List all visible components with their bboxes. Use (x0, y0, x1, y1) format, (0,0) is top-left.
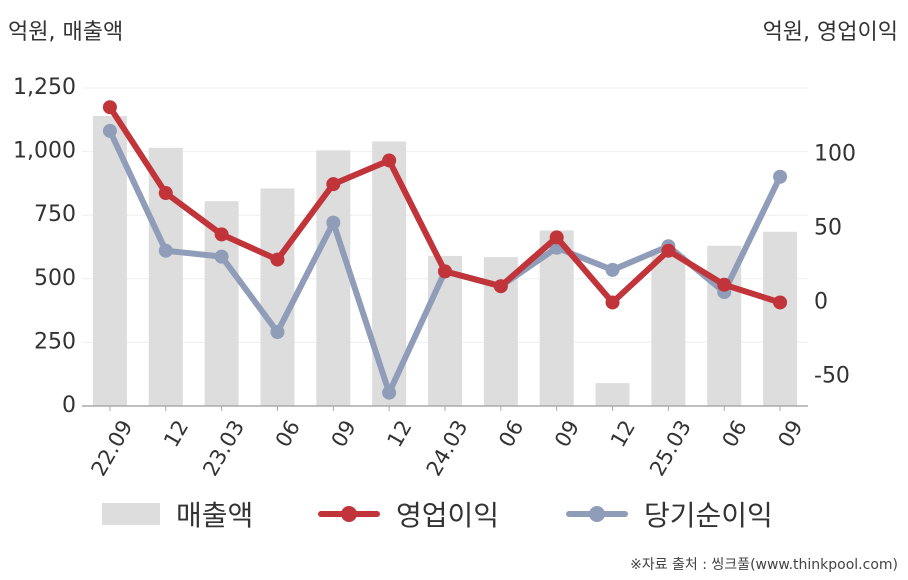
net-income-point (214, 249, 229, 264)
operating-profit-swatch (318, 503, 380, 525)
right-tick-label: 50 (814, 216, 842, 241)
operating-profit-point (270, 252, 285, 267)
net-income-point (773, 169, 788, 184)
x-tick-label: 09 (773, 416, 807, 451)
right-tick-label: 100 (814, 142, 856, 167)
left-tick-label: 250 (34, 329, 76, 354)
legend-label-net-income: 당기순이익 (644, 499, 773, 532)
revenue-bar (428, 255, 462, 406)
revenue-bar (260, 188, 295, 406)
net-income-point (158, 243, 173, 258)
operating-profit-point (717, 277, 732, 292)
net-income-point (102, 123, 117, 138)
x-tick-label: 09 (327, 416, 361, 451)
gridlines (82, 87, 808, 343)
source-note: ※자료 출처 : 씽크풀(www.thinkpool.com) (630, 557, 898, 573)
operating-profit-point (773, 295, 788, 310)
net-income-point (326, 215, 341, 230)
net-income-point (382, 385, 397, 400)
operating-profit-point (661, 243, 676, 258)
x-tick-label: 12 (606, 416, 640, 451)
revenue-bar (763, 231, 798, 406)
x-tick-label: 12 (382, 416, 416, 451)
revenue-bars (92, 115, 798, 406)
net-income-point (605, 262, 620, 277)
right-tick-label: -50 (814, 363, 850, 388)
right-axis-unit: 억원, 영업이익 (762, 20, 898, 45)
legend: 매출액 영업이익 당기순이익 (0, 492, 908, 536)
operating-profit-point (214, 227, 229, 242)
operating-profit-point (102, 100, 117, 115)
x-tick-label: 06 (718, 416, 752, 451)
operating-profit-point (382, 153, 397, 168)
x-tick-label: 25.03 (645, 416, 696, 480)
x-tick-label: 06 (271, 416, 305, 451)
series-lines (102, 100, 788, 400)
x-tick-label: 06 (494, 416, 528, 451)
operating-profit-point (493, 279, 508, 294)
revenue-bar (651, 254, 686, 406)
left-tick-label: 1,250 (13, 75, 76, 100)
left-tick-label: 750 (34, 202, 76, 227)
net-income-point (270, 325, 285, 340)
revenue-bar (316, 150, 351, 406)
operating-profit-point (438, 264, 452, 279)
x-tick-label: 22.09 (87, 416, 138, 480)
left-tick-label: 1,000 (13, 139, 76, 164)
legend-item-operating-profit: 영업이익 (318, 492, 499, 536)
left-axis-unit: 억원, 매출액 (8, 20, 124, 45)
x-tick-label: 23.03 (198, 416, 249, 480)
operating-profit-point (605, 295, 620, 310)
net-income-swatch (566, 503, 628, 525)
x-tick-label: 24.03 (422, 416, 473, 480)
operating-profit-point (326, 177, 341, 192)
revenue-bar (92, 115, 127, 406)
legend-item-revenue: 매출액 (102, 492, 253, 536)
legend-label-revenue: 매출액 (176, 499, 254, 532)
operating-profit-point (549, 230, 564, 245)
left-tick-label: 0 (62, 393, 76, 418)
revenue-bar (539, 230, 574, 406)
x-tick-label: 09 (550, 416, 584, 451)
legend-label-operating-profit: 영업이익 (396, 499, 500, 532)
legend-item-net-income: 당기순이익 (566, 492, 773, 536)
revenue-swatch (102, 503, 160, 525)
revenue-bar (595, 383, 630, 406)
operating-profit-point (158, 186, 173, 201)
x-tick-label: 12 (159, 416, 193, 451)
right-tick-label: 0 (814, 289, 828, 314)
left-tick-label: 500 (34, 266, 76, 291)
